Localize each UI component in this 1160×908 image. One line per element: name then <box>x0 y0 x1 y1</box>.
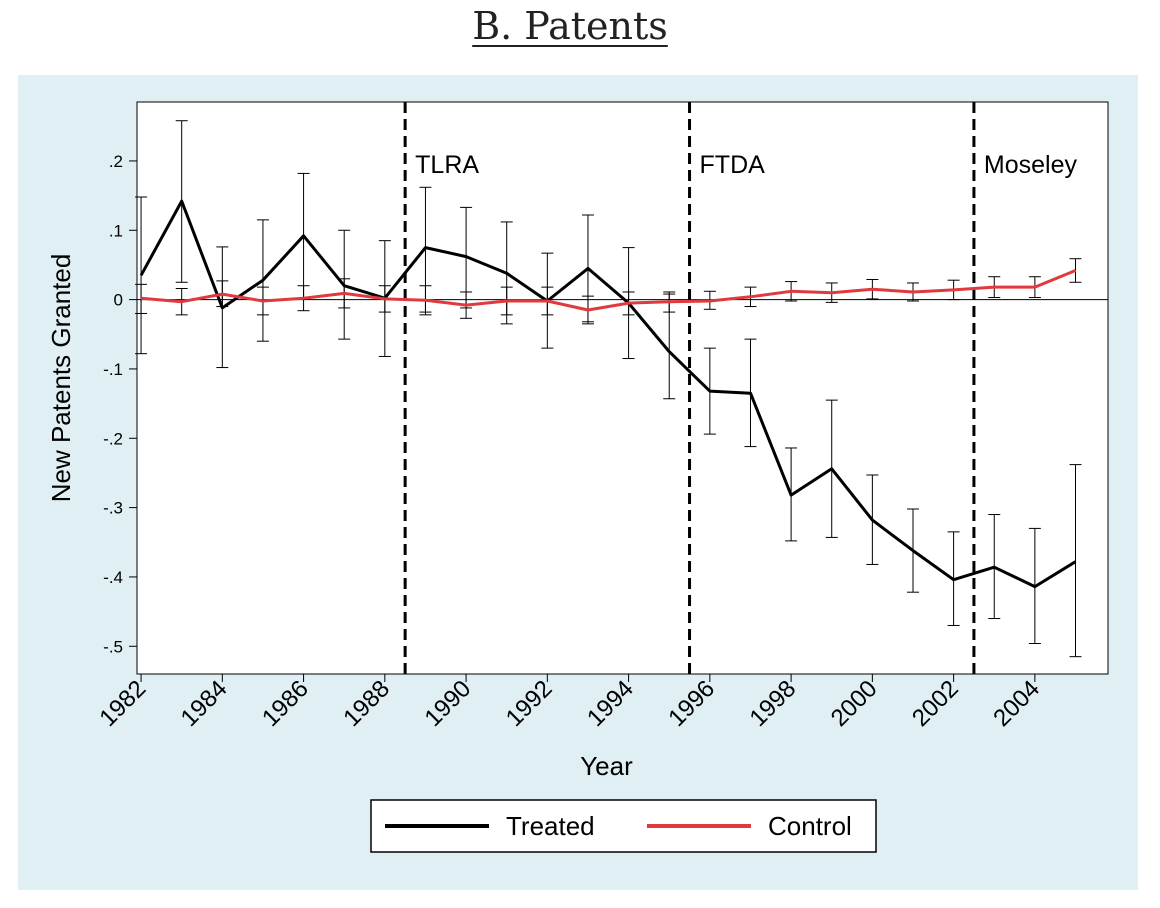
control-point <box>221 293 223 295</box>
treated-point <box>587 267 589 269</box>
treated-point <box>262 279 264 281</box>
treated-point <box>790 494 792 496</box>
control-point <box>790 290 792 292</box>
event-label-ftda: FTDA <box>700 151 766 179</box>
y-tick-label: -.1 <box>103 360 123 379</box>
treated-point <box>303 235 305 237</box>
treated-point <box>993 566 995 568</box>
control-point <box>749 296 751 298</box>
y-tick-label: .1 <box>109 221 123 240</box>
control-point <box>1074 269 1076 271</box>
control-point <box>181 301 183 303</box>
treated-point <box>221 307 223 309</box>
event-label-moseley: Moseley <box>984 151 1078 179</box>
legend-label-treated: Treated <box>506 811 595 841</box>
treated-point <box>871 519 873 521</box>
treated-line <box>139 199 1077 589</box>
treated-point <box>953 579 955 581</box>
treated-point <box>506 272 508 274</box>
treated-point <box>465 256 467 258</box>
event-label-tlra: TLRA <box>415 151 479 179</box>
control-point <box>343 292 345 294</box>
control-point <box>506 300 508 302</box>
y-tick-label: .2 <box>109 152 123 171</box>
treated-point <box>140 274 142 276</box>
control-line <box>140 269 1077 312</box>
treated-point <box>343 285 345 287</box>
control-point <box>831 292 833 294</box>
treated-point <box>912 550 914 552</box>
y-axis-label: New Patents Granted <box>46 254 76 503</box>
y-tick-label: -.4 <box>103 568 123 587</box>
legend-label-control: Control <box>768 811 852 841</box>
treated-point <box>424 247 426 249</box>
control-point <box>993 286 995 288</box>
y-tick-label: -.5 <box>103 637 123 656</box>
control-point <box>1034 286 1036 288</box>
control-point <box>587 309 589 311</box>
chart-title-text: B. Patents <box>472 4 668 48</box>
control-point <box>262 300 264 302</box>
control-point <box>303 297 305 299</box>
y-tick-label: -.2 <box>103 429 123 448</box>
treated-point <box>831 468 833 470</box>
control-point <box>628 302 630 304</box>
control-point <box>384 298 386 300</box>
plot-area <box>136 101 1109 675</box>
control-point <box>668 301 670 303</box>
treated-point <box>668 351 670 353</box>
treated-point <box>1034 586 1036 588</box>
control-point <box>140 297 142 299</box>
y-tick-label: 0 <box>114 291 123 310</box>
y-tick-label: -.3 <box>103 499 123 518</box>
control-point <box>871 288 873 290</box>
control-point <box>546 300 548 302</box>
x-axis-label: Year <box>580 751 633 781</box>
treated-point <box>1074 561 1076 563</box>
control-point <box>424 299 426 301</box>
control-point <box>709 300 711 302</box>
treated-point <box>749 392 751 394</box>
treated-point <box>709 390 711 392</box>
control-point <box>912 291 914 293</box>
chart-title: B. Patents <box>0 4 1140 48</box>
control-point <box>465 304 467 306</box>
treated-point <box>181 200 183 202</box>
control-point <box>953 289 955 291</box>
